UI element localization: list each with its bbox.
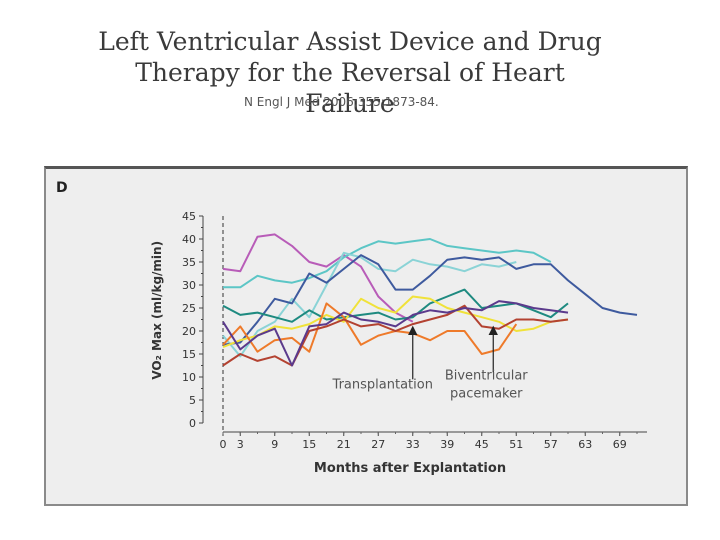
- series-line-2: [223, 238, 552, 289]
- y-tick-label: 20: [182, 325, 196, 338]
- x-axis-label: Months after Explantation: [314, 461, 506, 476]
- title-line-1: Left Ventricular Assist Device and Drug: [98, 27, 602, 56]
- x-tick-label: 63: [578, 438, 592, 451]
- y-tick-label: 45: [182, 210, 196, 223]
- x-tick-label: 21: [337, 438, 351, 451]
- x-tick-label: 39: [440, 438, 454, 451]
- series-group: [222, 233, 638, 367]
- pacemaker-label-line2: pacemaker: [450, 387, 523, 402]
- x-tick-label: 45: [475, 438, 489, 451]
- series-line-3: [222, 251, 517, 358]
- y-tick-label: 35: [182, 256, 196, 269]
- series-line-9: [222, 300, 569, 367]
- x-tick-label: 0: [220, 438, 227, 451]
- series-line-8: [222, 304, 569, 367]
- series-line-6: [222, 295, 569, 349]
- transplantation-label: Transplantation: [332, 378, 433, 393]
- x-tick-label: 9: [271, 438, 278, 451]
- y-tick-label: 40: [182, 233, 196, 246]
- title-line-2: Therapy for the Reversal of Heart Failur…: [135, 58, 565, 118]
- y-tick-label: 25: [182, 302, 196, 315]
- x-tick-label: 33: [406, 438, 420, 451]
- x-tick-label: 27: [371, 438, 385, 451]
- y-tick-label: 0: [189, 417, 196, 430]
- figure-panel: [44, 166, 688, 506]
- pacemaker-label-line1: Biventricular: [445, 368, 528, 383]
- series-line-4: [222, 254, 638, 346]
- x-tick-label: 51: [509, 438, 523, 451]
- x-tick-label: 57: [544, 438, 558, 451]
- slide-title: Left Ventricular Assist Device and Drug …: [90, 26, 610, 119]
- y-tick-label: 5: [189, 394, 196, 407]
- series-line-7: [222, 302, 518, 355]
- annotations: Transplantation Biventricular pacemaker: [332, 325, 528, 402]
- y-axis-label: VO₂ Max (ml/kg/min): [150, 241, 164, 380]
- y-tick-label: 30: [182, 279, 196, 292]
- panel-label: D: [56, 180, 68, 196]
- y-tick-label: 10: [182, 371, 196, 384]
- y-tick-label: 15: [182, 348, 196, 361]
- series-line-5: [222, 288, 569, 323]
- x-tick-label: 15: [302, 438, 316, 451]
- x-tick-label: 3: [237, 438, 244, 451]
- x-tick-label: 69: [613, 438, 627, 451]
- series-line-1: [222, 233, 414, 323]
- citation: N Engl J Med 2006;355:1873-84.: [244, 95, 439, 109]
